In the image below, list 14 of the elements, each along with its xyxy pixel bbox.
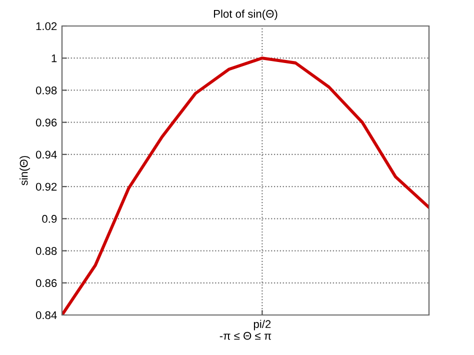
- y-tick-label: 0.9: [42, 214, 57, 223]
- y-tick-label: 0.94: [36, 150, 57, 159]
- x-tick-label: pi/2: [254, 320, 271, 330]
- y-tick-label: 1: [52, 54, 57, 62]
- y-tick-label: 0.92: [36, 182, 57, 191]
- chart-title: Plot of sin(Θ): [214, 10, 278, 20]
- y-tick-label: 0.86: [36, 279, 57, 288]
- y-axis-title: sin(Θ): [20, 156, 30, 186]
- y-tick-label: 0.84: [36, 311, 57, 320]
- y-tick-label: 1.02: [36, 22, 57, 30]
- x-axis-title: -π ≤ Θ ≤ π: [220, 332, 272, 340]
- y-tick-label: 0.88: [36, 247, 57, 255]
- y-tick-label: 0.98: [36, 86, 57, 94]
- y-tick-label: 0.96: [36, 118, 57, 126]
